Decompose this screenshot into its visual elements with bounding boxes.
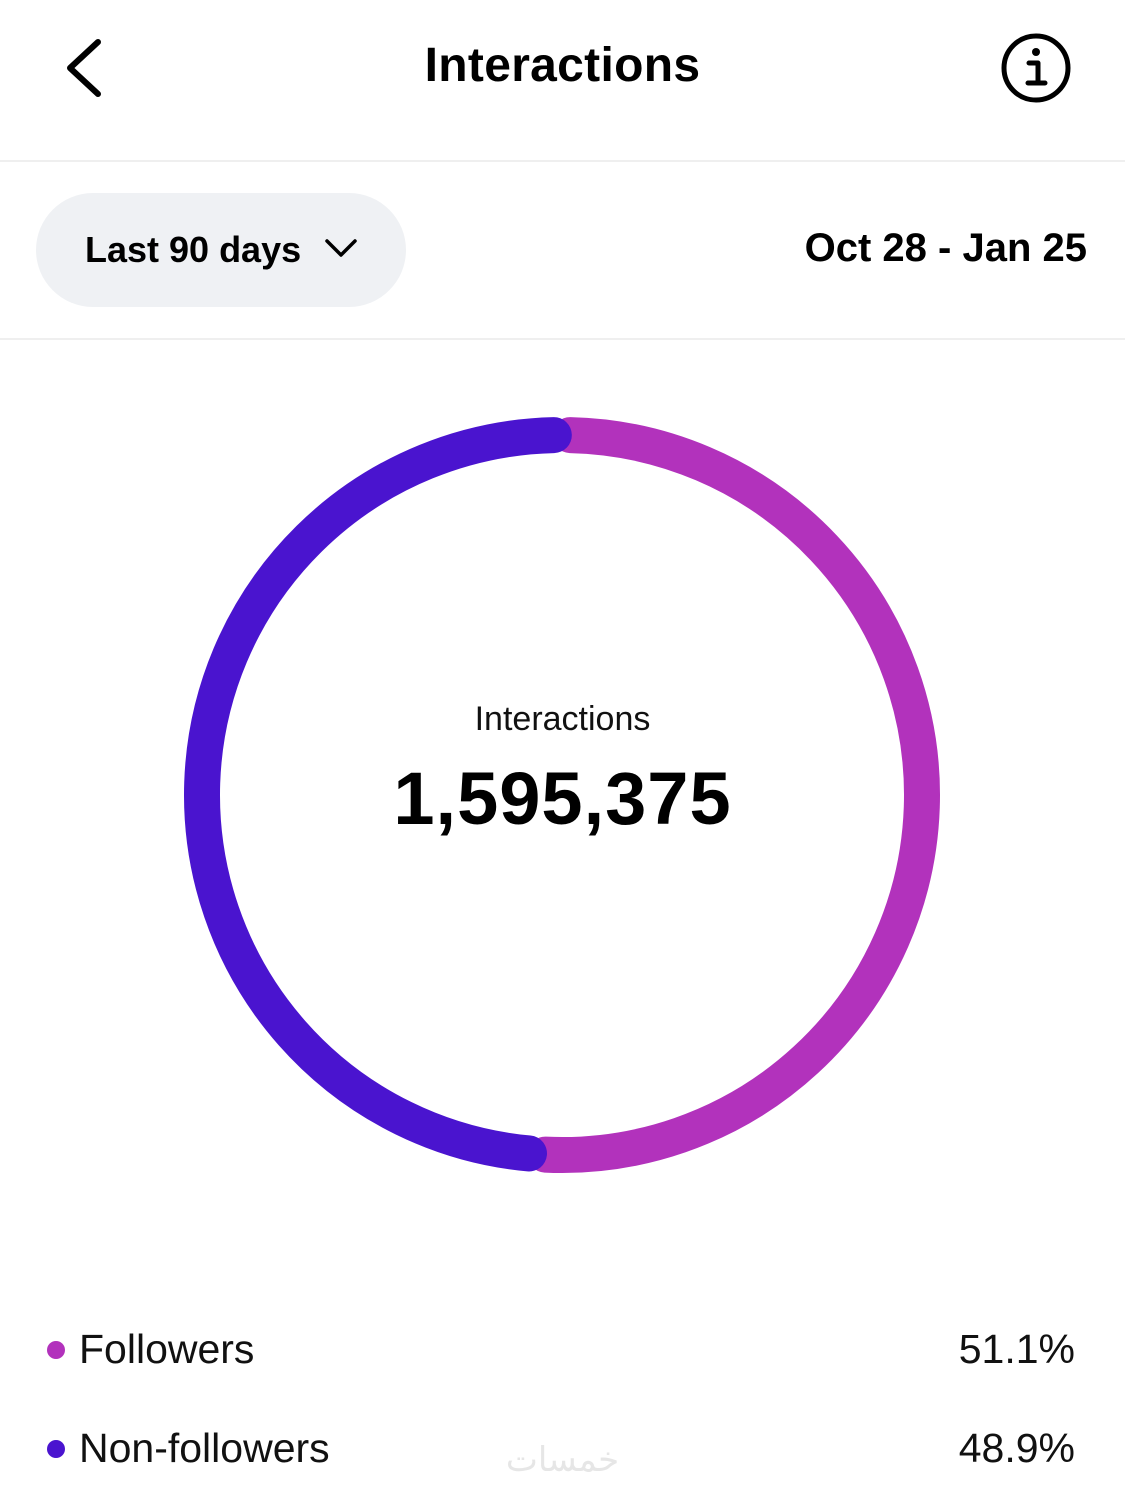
legend-row-non-followers: Non-followers 48.9% bbox=[0, 1419, 1125, 1479]
page-title: Interactions bbox=[424, 39, 701, 92]
legend-dot-followers bbox=[47, 1341, 65, 1359]
date-range-dropdown[interactable]: Last 90 days bbox=[36, 193, 406, 307]
donut-center-value: 1,595,375 bbox=[393, 757, 732, 840]
legend-value-non-followers: 48.9% bbox=[958, 1425, 1075, 1471]
top-nav-bar: Interactions bbox=[0, 0, 1125, 162]
info-icon bbox=[1001, 33, 1071, 103]
watermark-logo: خمسات bbox=[505, 1440, 620, 1480]
donut-center-label: Interactions bbox=[474, 700, 651, 738]
chevron-left-icon bbox=[67, 39, 101, 97]
interactions-donut-chart bbox=[184, 417, 940, 1173]
donut-segment-non-followers bbox=[184, 417, 572, 1172]
legend-dot-non-followers bbox=[47, 1440, 65, 1458]
chevron-down-icon bbox=[325, 239, 357, 257]
legend-label-followers: Followers bbox=[79, 1326, 255, 1372]
info-button[interactable] bbox=[998, 30, 1074, 106]
legend-label-non-followers: Non-followers bbox=[79, 1425, 330, 1471]
filter-bar: Last 90 days Oct 28 - Jan 25 bbox=[0, 162, 1125, 340]
donut-segment-followers bbox=[527, 417, 940, 1173]
date-range-text: Oct 28 - Jan 25 bbox=[804, 226, 1087, 270]
date-range-dropdown-label: Last 90 days bbox=[85, 229, 302, 270]
legend-row-followers: Followers 51.1% bbox=[0, 1320, 1125, 1380]
legend-value-followers: 51.1% bbox=[958, 1326, 1075, 1372]
back-button[interactable] bbox=[52, 28, 122, 108]
